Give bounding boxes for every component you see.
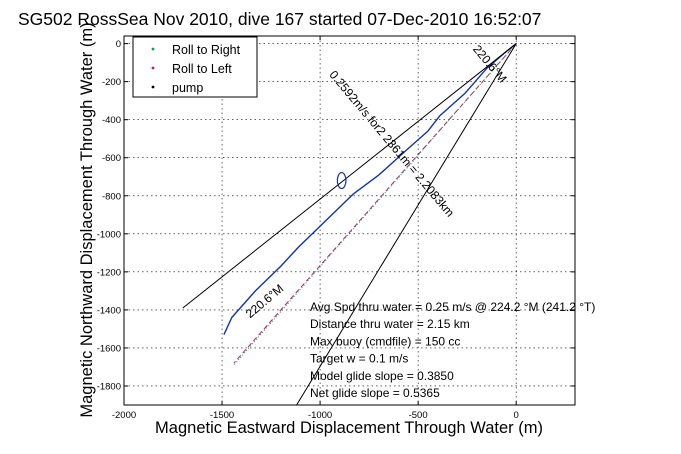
- y-tick-label: -1000: [97, 229, 121, 240]
- y-tick-label: 0: [116, 39, 121, 50]
- ticks: -2000 -1500 -1000 -500 0 0 -200 -400 -600 -800 -10…: [97, 36, 575, 421]
- info-line: Max buoy (cmdfile) = 150 cc: [310, 334, 460, 348]
- info-line: Net glide slope = 0.5365: [310, 386, 440, 400]
- x-tick-label: -1000: [308, 410, 332, 421]
- series-line-3: [233, 43, 517, 366]
- x-tick-label: -1500: [210, 410, 234, 421]
- y-tick-label: -200: [102, 77, 121, 88]
- legend-label: Roll to Right: [172, 43, 241, 57]
- chart-title: SG502 RossSea Nov 2010, dive 167 started…: [18, 9, 541, 29]
- plot-frame: [123, 35, 576, 406]
- line-annotation: 0.2592m/s for2 2361m = 2.2083km: [326, 68, 457, 220]
- y-tick-label: -1600: [97, 343, 121, 354]
- y-tick-label: -600: [102, 153, 121, 164]
- legend-label: Roll to Left: [172, 62, 232, 76]
- x-axis-label: Magnetic Eastward Displacement Through W…: [155, 419, 543, 437]
- y-tick-label: -1800: [97, 381, 121, 392]
- y-tick-label: -1200: [97, 267, 121, 278]
- legend-marker: [151, 66, 155, 70]
- series-line-5: [296, 43, 517, 406]
- y-tick-label: -800: [102, 191, 121, 202]
- ellipse-marker: [336, 171, 347, 190]
- series-line-2: [233, 43, 517, 364]
- line-annotation: 220.6°M: [243, 281, 286, 321]
- x-tick-label: 0: [514, 410, 519, 421]
- legend-marker: [151, 85, 155, 89]
- info-line: Target w = 0.1 m/s: [310, 352, 408, 366]
- info-box: Avg Spd thru water = 0.25 m/s @ 224.2 °M…: [310, 300, 595, 400]
- x-tick-label: -500: [409, 410, 428, 421]
- legend: Roll to Right Roll to Left pump: [132, 36, 258, 98]
- series-line-4: [182, 43, 517, 309]
- legend-label: pump: [172, 81, 203, 95]
- x-tick-label: -2000: [112, 410, 136, 421]
- annotation-group: 0.2592m/s for2 2361m = 2.2083km220.6°M22…: [243, 42, 510, 321]
- info-line: Distance thru water = 2.15 km: [310, 317, 470, 331]
- y-axis-label: Magnetic Northward Displacement Through …: [78, 22, 96, 417]
- series-line-1: [223, 43, 517, 335]
- y-tick-label: -1400: [97, 305, 121, 316]
- series-group: [182, 43, 517, 406]
- info-line: Avg Spd thru water = 0.25 m/s @ 224.2 °M…: [310, 300, 595, 314]
- y-tick-label: -400: [102, 115, 121, 126]
- legend-marker: [151, 47, 155, 51]
- info-line: Model glide slope = 0.3850: [310, 369, 454, 383]
